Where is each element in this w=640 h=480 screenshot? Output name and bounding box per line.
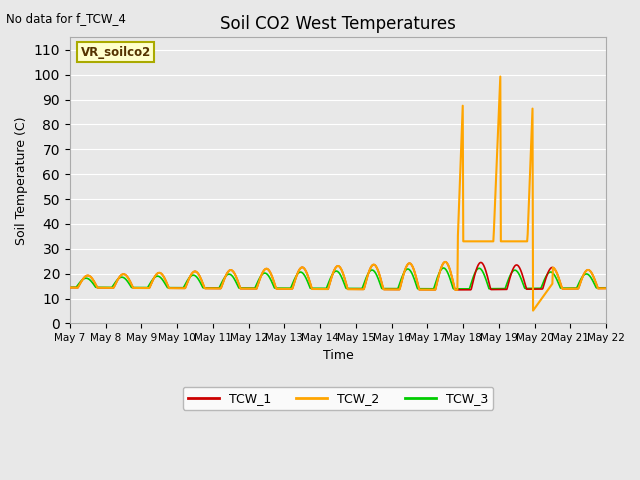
Title: Soil CO2 West Temperatures: Soil CO2 West Temperatures [220,15,456,33]
Y-axis label: Soil Temperature (C): Soil Temperature (C) [15,116,28,245]
Text: No data for f_TCW_4: No data for f_TCW_4 [6,12,126,25]
Text: VR_soilco2: VR_soilco2 [81,46,151,59]
Legend: TCW_1, TCW_2, TCW_3: TCW_1, TCW_2, TCW_3 [182,387,493,410]
X-axis label: Time: Time [323,348,353,362]
